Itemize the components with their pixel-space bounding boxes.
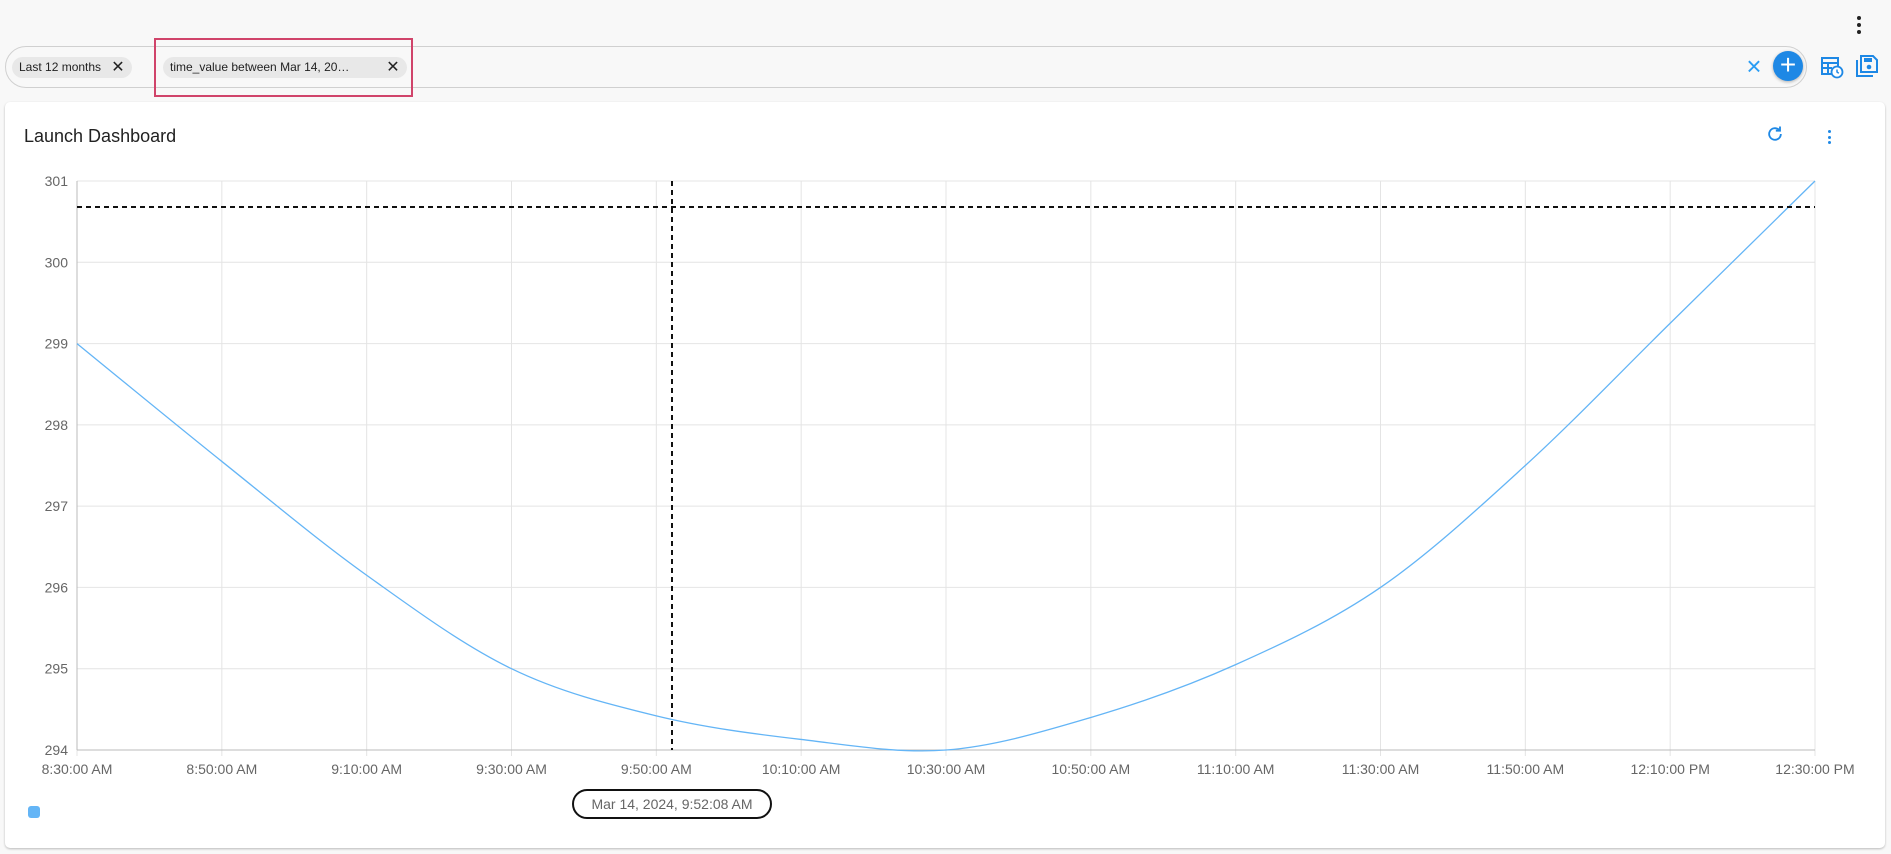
filter-chip[interactable]: Last 12 months ✕ <box>12 57 132 78</box>
table-schedule-icon[interactable] <box>1820 55 1844 79</box>
x-tick-label: 10:50:00 AM <box>1052 761 1131 777</box>
y-tick-label: 297 <box>45 498 69 514</box>
legend-marker[interactable] <box>28 806 40 818</box>
x-tick-label: 12:30:00 PM <box>1775 761 1854 777</box>
x-tick-label: 9:30:00 AM <box>476 761 547 777</box>
x-tick-label: 11:10:00 AM <box>1197 761 1275 777</box>
y-tick-label: 300 <box>45 254 69 270</box>
series-line <box>76 180 1816 752</box>
refresh-icon[interactable] <box>1765 124 1785 144</box>
filter-chip-label: time_value between Mar 14, 20… <box>170 60 350 74</box>
x-tick-label: 10:30:00 AM <box>907 761 986 777</box>
close-icon[interactable]: ✕ <box>386 59 400 76</box>
x-tick-label: 12:10:00 PM <box>1630 761 1709 777</box>
x-tick-label: 11:50:00 AM <box>1487 761 1565 777</box>
y-tick-label: 295 <box>45 661 69 677</box>
y-tick-label: 294 <box>45 742 69 758</box>
filter-bar: Last 12 months ✕ time_value between Mar … <box>5 46 1807 88</box>
x-tick-label: 10:10:00 AM <box>762 761 841 777</box>
filter-chip-label: Last 12 months <box>19 60 102 74</box>
crosshair-label-box <box>572 789 772 819</box>
x-tick-label: 9:10:00 AM <box>331 761 402 777</box>
highlight-box <box>154 38 413 97</box>
y-tick-label: 301 <box>45 173 69 189</box>
x-tick-label: 8:50:00 AM <box>186 761 257 777</box>
y-tick-label: 296 <box>45 579 69 595</box>
y-tick-label: 299 <box>45 336 69 352</box>
y-tick-label: 298 <box>45 417 69 433</box>
more-vert-icon[interactable] <box>1826 130 1832 144</box>
more-vert-icon[interactable] <box>1856 16 1862 34</box>
close-icon[interactable]: ✕ <box>111 59 125 76</box>
crosshair-label: Mar 14, 2024, 9:52:08 AM <box>591 796 752 812</box>
card-title: Launch Dashboard <box>24 126 177 146</box>
x-tick-label: 9:50:00 AM <box>621 761 692 777</box>
filter-chip[interactable]: time_value between Mar 14, 20… ✕ <box>163 57 407 78</box>
dashboard-card: Launch Dashboard <box>5 102 1885 848</box>
add-filter-button[interactable]: + <box>1773 51 1803 81</box>
clear-filters-icon[interactable]: × <box>1746 51 1762 81</box>
x-tick-label: 8:30:00 AM <box>42 761 113 777</box>
save-icon[interactable] <box>1855 54 1879 78</box>
x-tick-label: 11:30:00 AM <box>1342 761 1420 777</box>
